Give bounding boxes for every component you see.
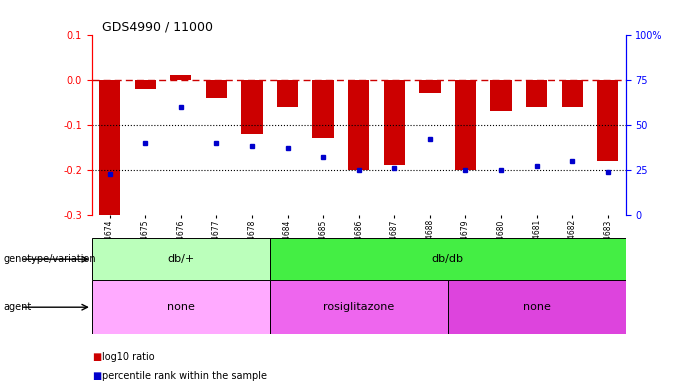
- Bar: [270, 280, 447, 334]
- Bar: [597, 80, 619, 161]
- Bar: [312, 80, 334, 138]
- Text: agent: agent: [3, 302, 32, 312]
- Bar: [170, 75, 192, 80]
- Bar: [455, 80, 476, 170]
- Text: GDS4990 / 11000: GDS4990 / 11000: [103, 20, 214, 33]
- Bar: [562, 80, 583, 107]
- Bar: [241, 80, 262, 134]
- Text: rosiglitazone: rosiglitazone: [323, 302, 394, 312]
- Text: ■: ■: [92, 371, 101, 381]
- Text: none: none: [523, 302, 551, 312]
- Text: percentile rank within the sample: percentile rank within the sample: [102, 371, 267, 381]
- Text: genotype/variation: genotype/variation: [3, 254, 96, 264]
- Bar: [205, 80, 227, 98]
- Bar: [419, 80, 441, 93]
- Text: db/db: db/db: [432, 254, 464, 264]
- Bar: [348, 80, 369, 170]
- Bar: [92, 280, 270, 334]
- Bar: [92, 238, 270, 280]
- Text: db/+: db/+: [167, 254, 194, 264]
- Text: none: none: [167, 302, 194, 312]
- Bar: [490, 80, 512, 111]
- Bar: [526, 80, 547, 107]
- Bar: [384, 80, 405, 166]
- Text: ■: ■: [92, 352, 101, 362]
- Bar: [270, 238, 626, 280]
- Bar: [99, 80, 120, 217]
- Bar: [447, 280, 626, 334]
- Bar: [277, 80, 299, 107]
- Bar: [135, 80, 156, 89]
- Text: log10 ratio: log10 ratio: [102, 352, 154, 362]
